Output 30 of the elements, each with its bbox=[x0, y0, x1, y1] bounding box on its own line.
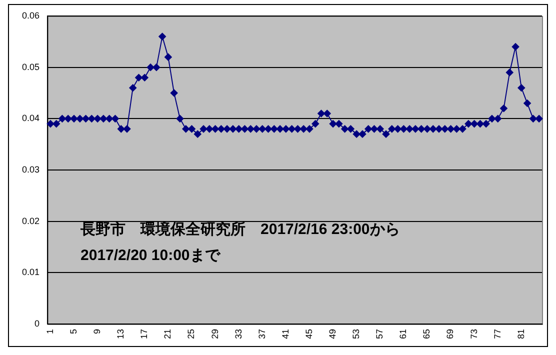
x-tick-label: 1 bbox=[44, 328, 55, 334]
y-tick-label: 0.04 bbox=[22, 113, 40, 124]
y-tick-label: 0.02 bbox=[22, 216, 40, 226]
x-tick-label: 33 bbox=[233, 328, 244, 340]
y-tick-label: 0.06 bbox=[22, 10, 40, 20]
x-tick-label: 13 bbox=[116, 328, 126, 340]
x-tick-label: 69 bbox=[445, 328, 456, 340]
x-tick-label: 9 bbox=[92, 328, 102, 334]
x-tick-label: 25 bbox=[186, 328, 196, 340]
x-tick-label: 61 bbox=[398, 328, 408, 340]
x-tick-label: 49 bbox=[328, 328, 338, 340]
y-tick-label: 0.01 bbox=[22, 267, 40, 278]
x-tick-label: 77 bbox=[492, 328, 502, 340]
x-tick-label: 65 bbox=[422, 328, 432, 340]
x-tick-label: 73 bbox=[468, 328, 479, 340]
x-tick-label: 57 bbox=[374, 328, 385, 340]
annotation: 2017/2/20 10:00まで bbox=[80, 247, 221, 264]
x-tick-label: 37 bbox=[256, 328, 267, 340]
x-tick-label: 81 bbox=[516, 328, 526, 340]
y-tick-label: 0 bbox=[34, 318, 40, 328]
x-tick-label: 5 bbox=[68, 328, 78, 334]
x-tick-label: 17 bbox=[139, 328, 150, 340]
y-tick-label: 0.03 bbox=[22, 164, 40, 174]
x-tick-label: 41 bbox=[280, 328, 290, 340]
x-tick-label: 29 bbox=[210, 328, 220, 340]
x-tick-label: 53 bbox=[351, 328, 362, 340]
x-tick-label: 45 bbox=[304, 328, 314, 340]
annotation: 長野市 環境保全研究所 2017/2/16 23:00から bbox=[80, 220, 400, 238]
y-tick-label: 0.05 bbox=[22, 62, 40, 72]
x-tick-label: 21 bbox=[162, 328, 173, 340]
